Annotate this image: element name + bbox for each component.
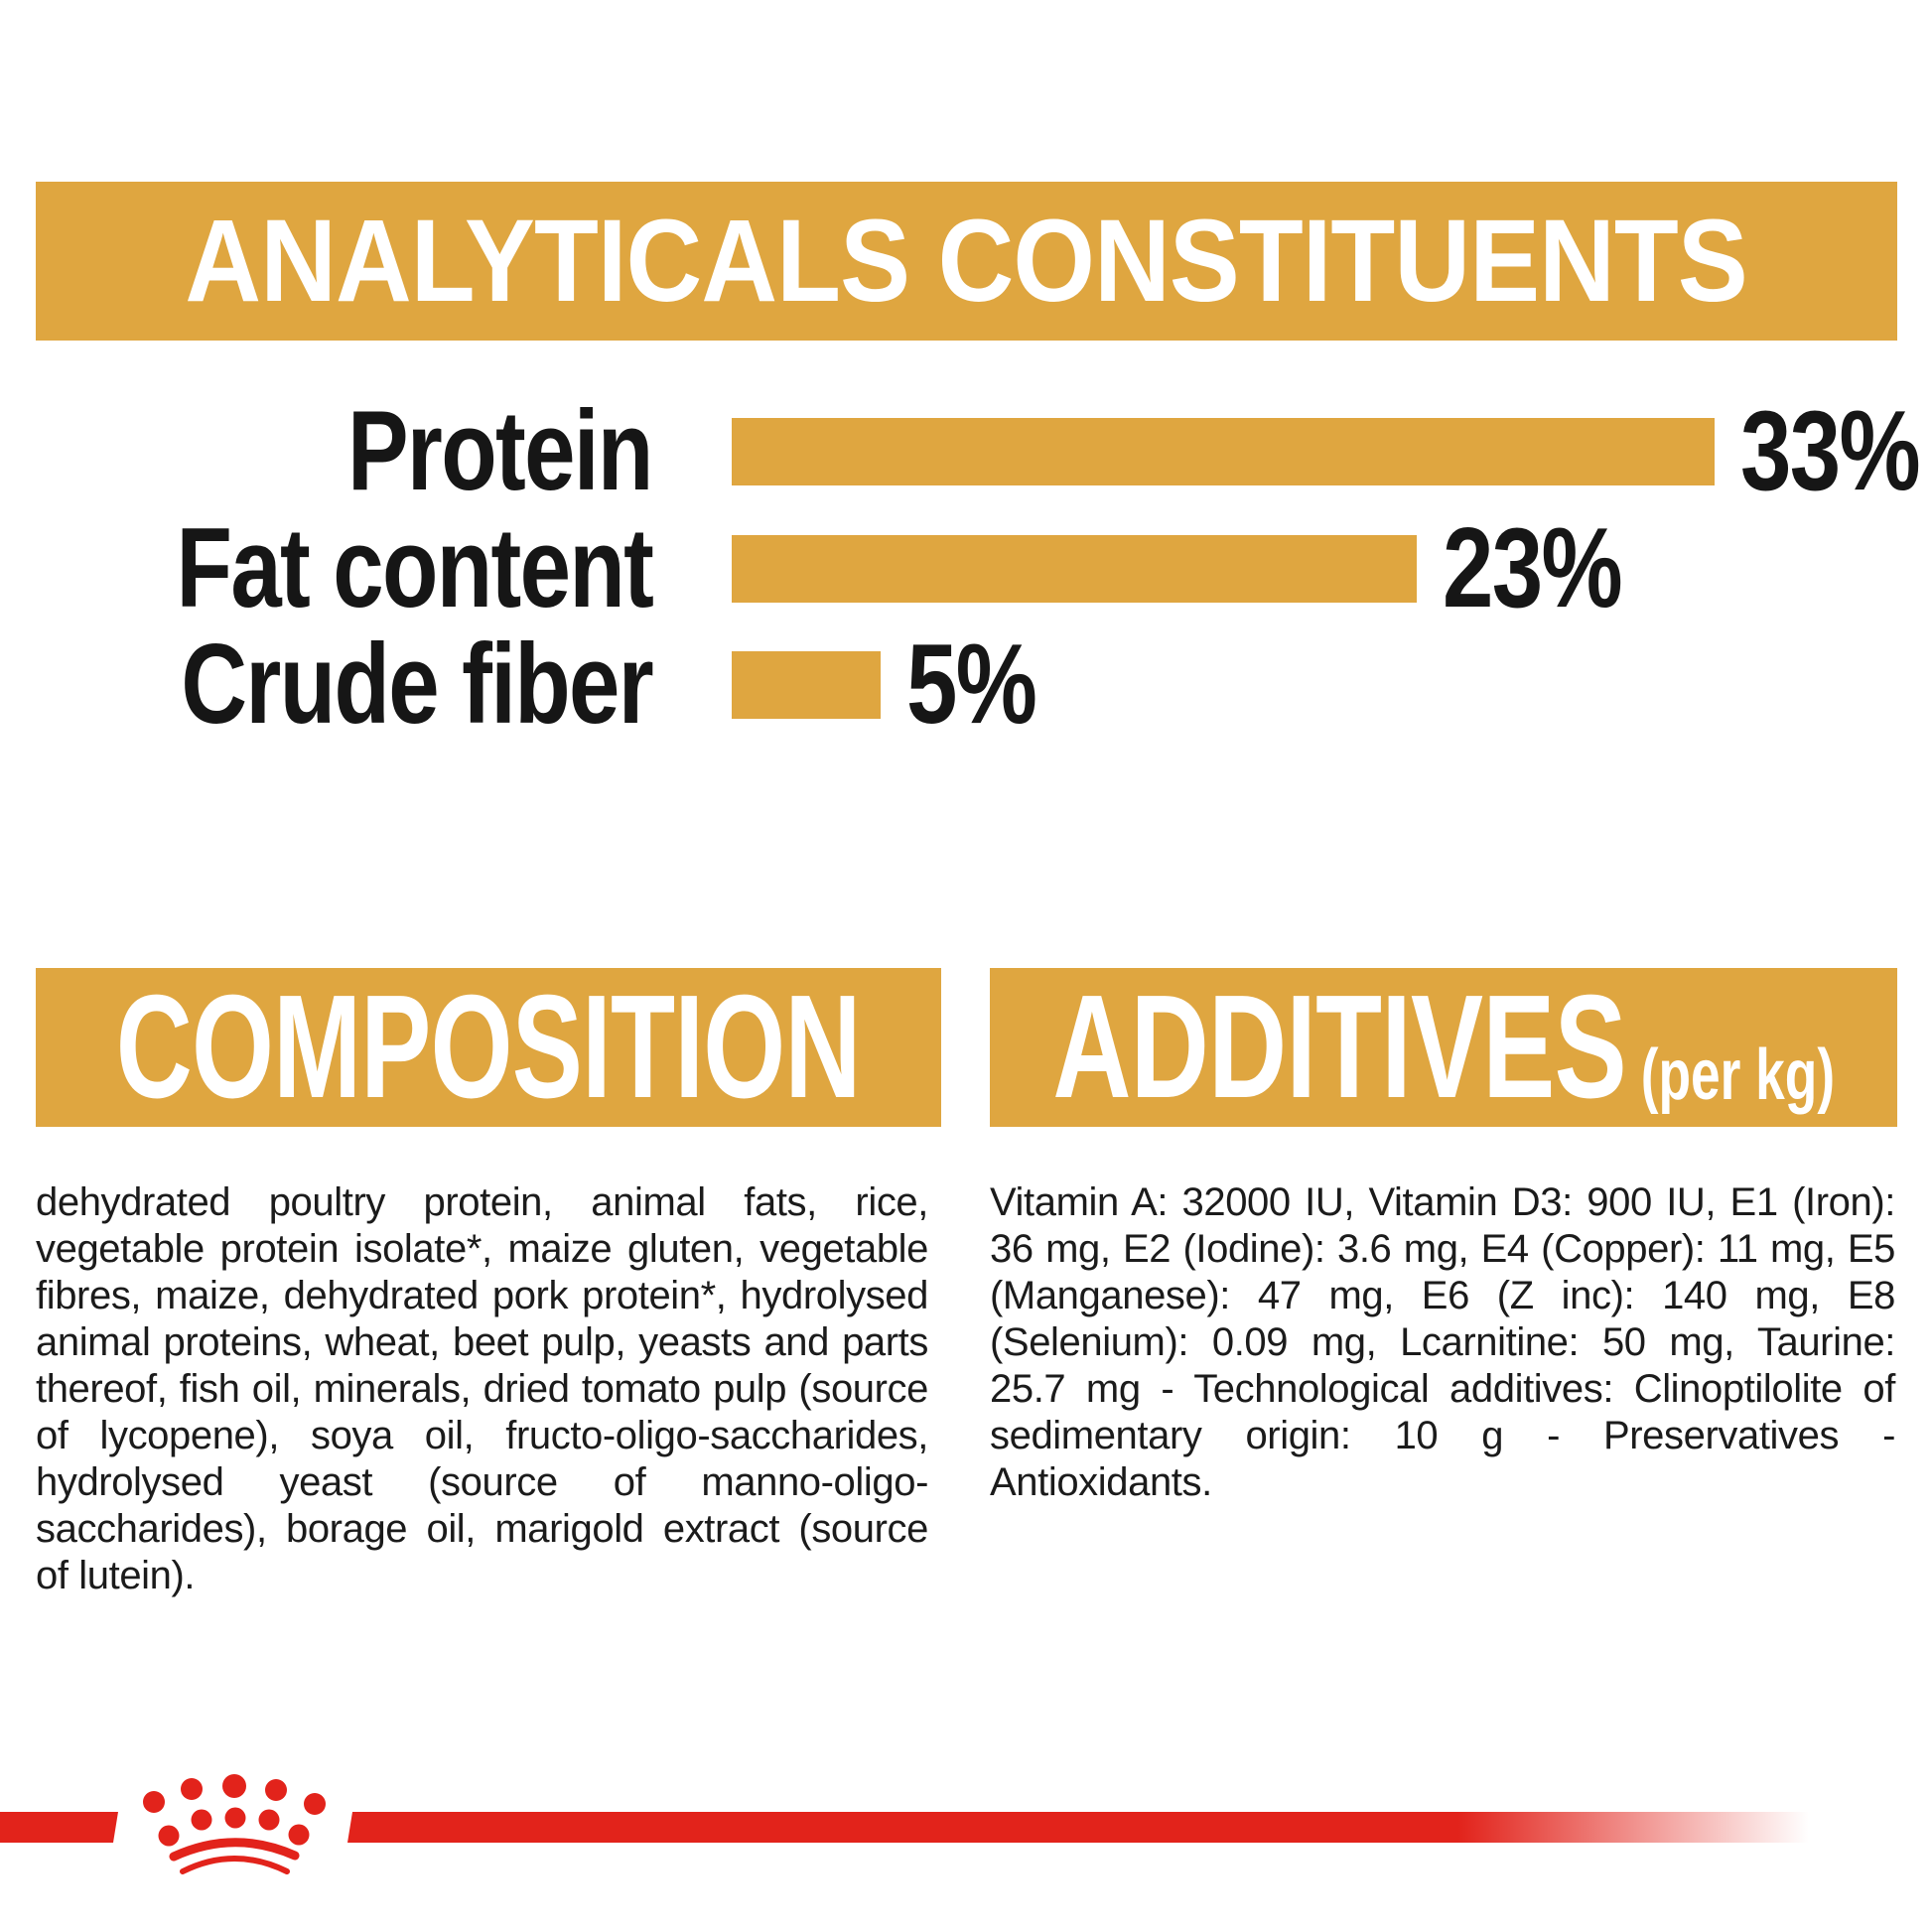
chart-category-label: Protein <box>347 388 653 514</box>
composition-banner: COMPOSITION <box>36 968 941 1127</box>
composition-title: COMPOSITION <box>116 965 862 1129</box>
analyticals-title: ANALYTICALS CONSTITUENTS <box>185 196 1748 327</box>
analyticals-banner: ANALYTICALS CONSTITUENTS <box>36 182 1897 341</box>
brand-divider-line-left <box>0 1812 118 1843</box>
chart-bar <box>732 535 1417 603</box>
composition-body: dehydrated poultry protein, animal fats,… <box>36 1180 928 1597</box>
chart-category-label-box: Crude fiber <box>0 621 653 748</box>
chart-value-label: 33% <box>1740 388 1921 514</box>
chart-value-label: 23% <box>1443 505 1623 631</box>
chart-row-protein: Protein 33% <box>0 395 1932 508</box>
chart-category-label-box: Protein <box>0 388 653 514</box>
additives-title-wrap: ADDITIVES (per kg) <box>1052 974 1835 1121</box>
additives-title: ADDITIVES <box>1052 965 1626 1129</box>
chart-category-label: Crude fiber <box>181 621 653 748</box>
additives-body: Vitamin A: 32000 IU, Vitamin D3: 900 IU,… <box>990 1180 1895 1504</box>
chart-row-crude-fiber: Crude fiber 5% <box>0 628 1066 742</box>
chart-category-label: Fat content <box>176 505 653 631</box>
chart-row-fat-content: Fat content 23% <box>0 512 1663 625</box>
chart-bar <box>732 418 1715 485</box>
chart-bar <box>732 651 881 719</box>
additives-banner: ADDITIVES (per kg) <box>990 968 1897 1127</box>
royal-canin-crown-logo <box>143 1774 326 1874</box>
brand-divider-line-right <box>347 1812 1809 1843</box>
chart-category-label-box: Fat content <box>0 505 653 631</box>
chart-value-label: 5% <box>906 621 1037 748</box>
additives-unit-suffix: (per kg) <box>1640 1035 1835 1115</box>
